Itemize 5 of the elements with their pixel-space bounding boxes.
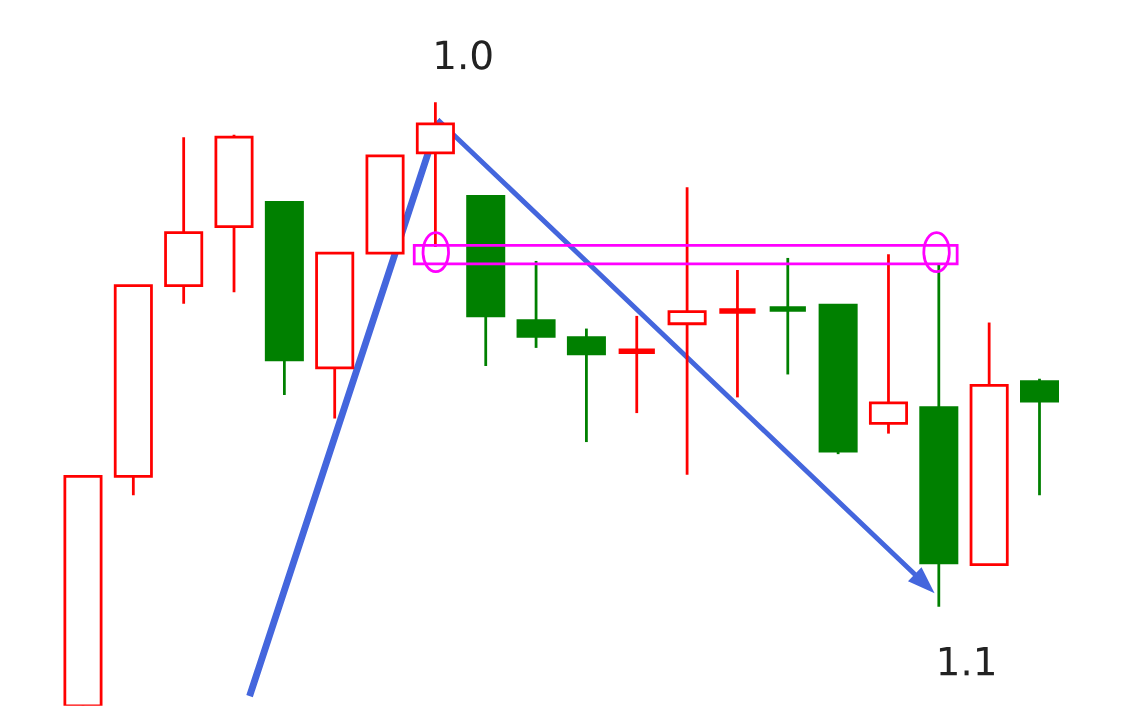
candlestick [566, 327, 606, 444]
candlestick [868, 252, 908, 435]
candlestick [667, 185, 707, 477]
text: 1.0 [436, 40, 492, 70]
annotation: 1.1 [939, 646, 994, 676]
